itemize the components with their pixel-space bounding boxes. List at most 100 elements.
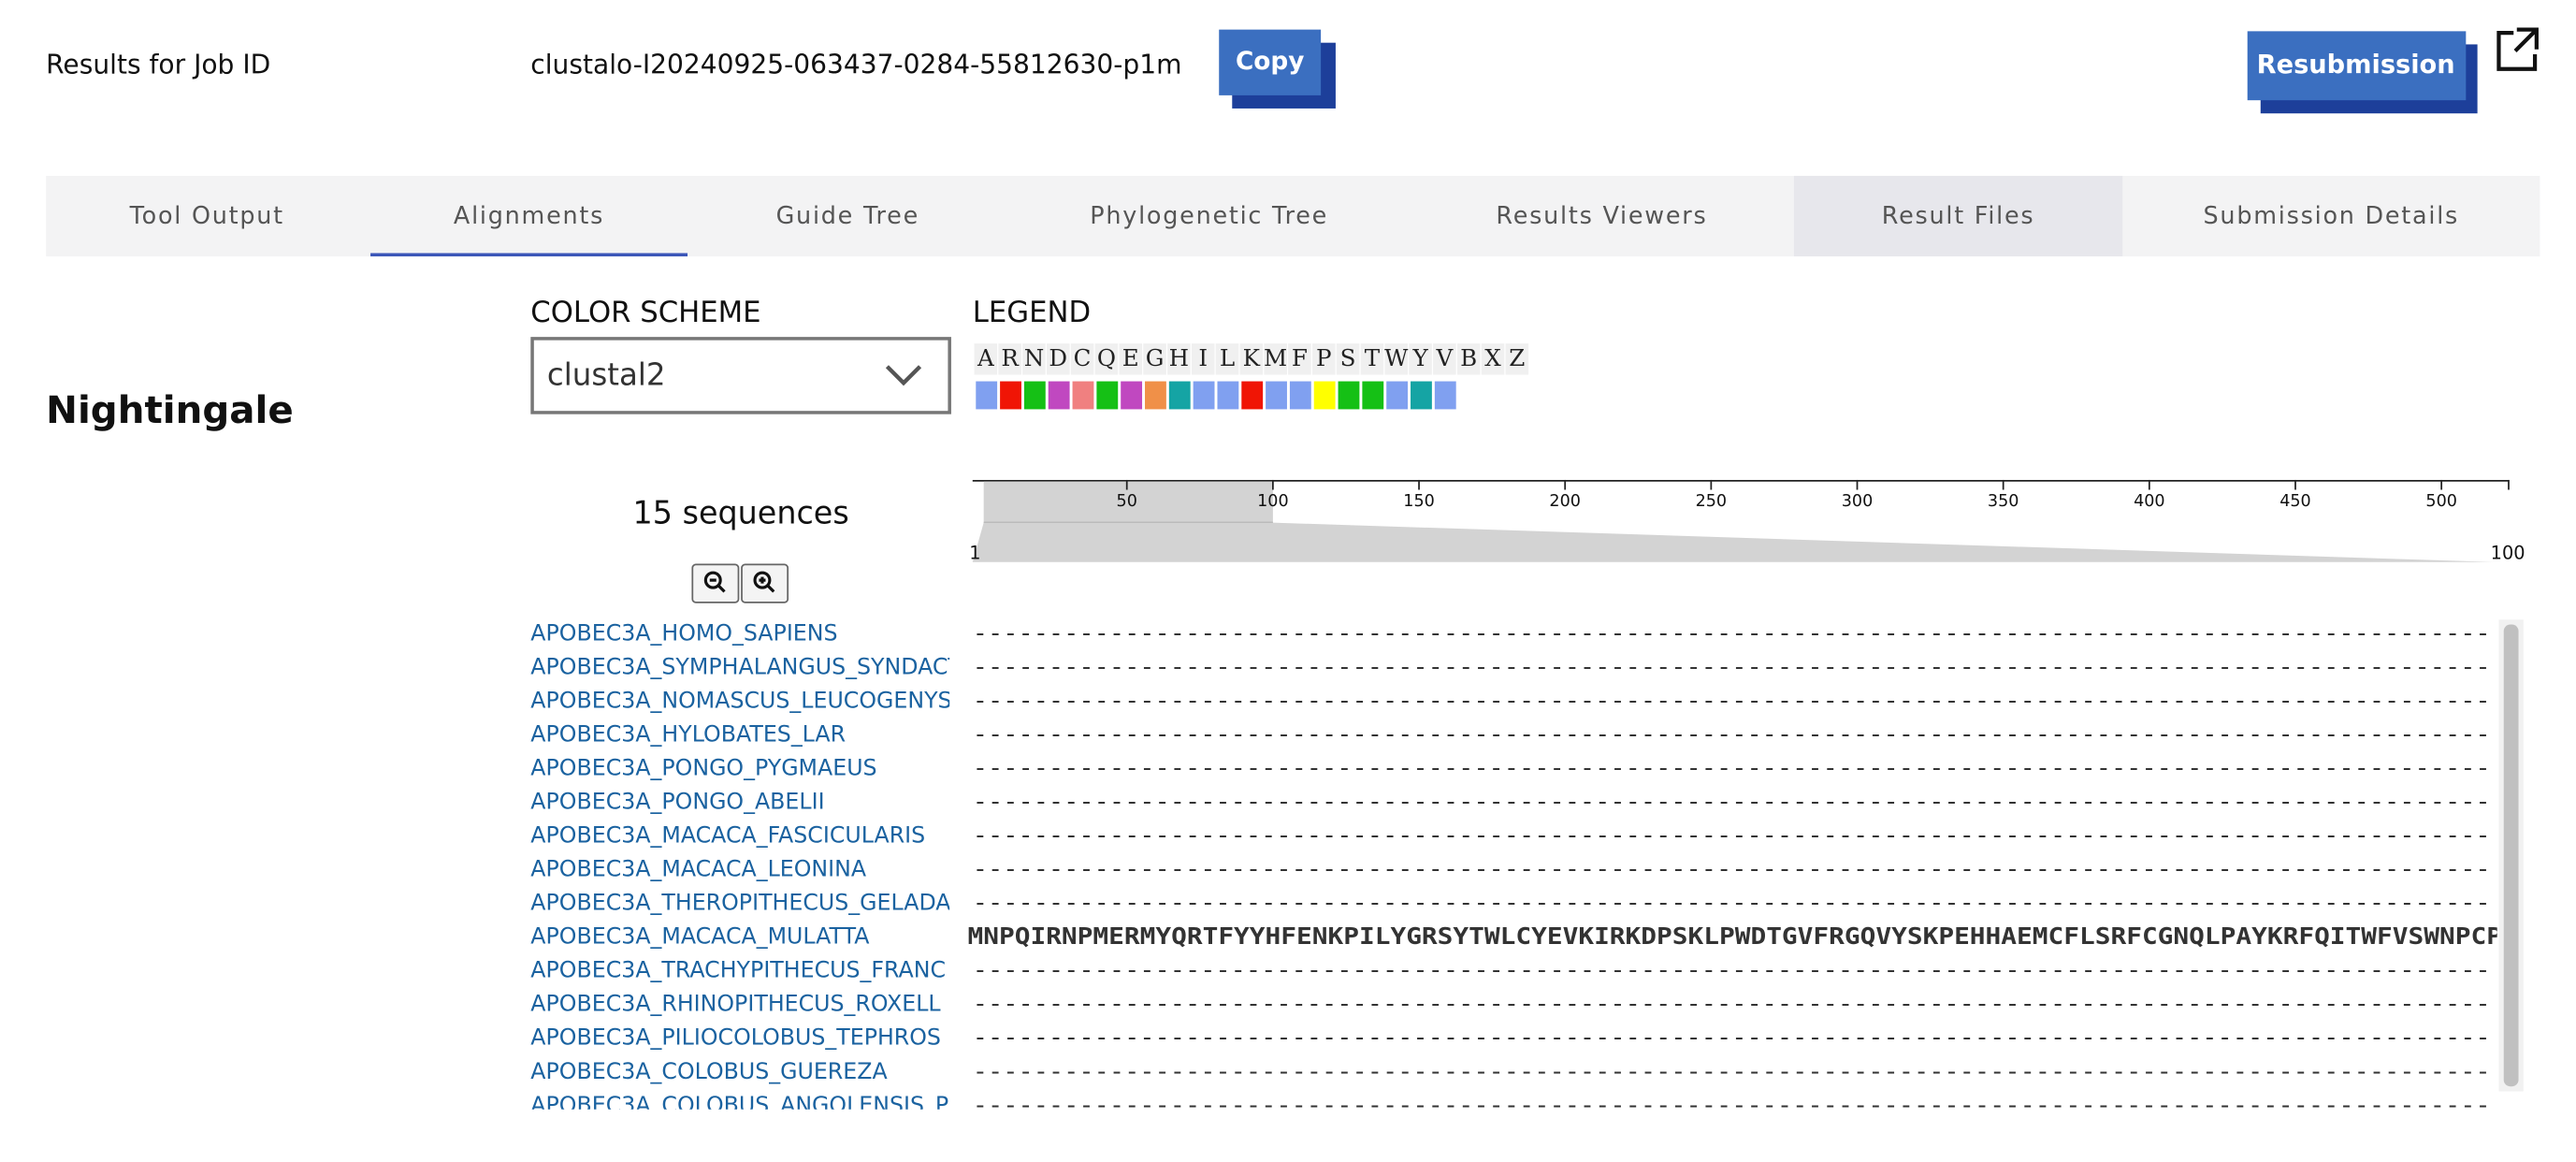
legend-letter: N (1024, 344, 1045, 371)
gap-row: ----------------------------------------… (973, 619, 2491, 646)
legend-label: LEGEND (973, 296, 1091, 329)
color-scheme-select[interactable]: clustal2 (530, 337, 951, 414)
sequence-name[interactable]: APOBEC3A_COLOBUS_GUEREZA (530, 1058, 888, 1084)
sidebar-title: Nightingale (46, 387, 294, 432)
viewport-window (983, 481, 1273, 523)
legend-swatch (1338, 381, 1360, 410)
legend-letter: S (1340, 344, 1356, 371)
legend-swatch (1048, 381, 1070, 410)
zoom-out-button[interactable] (691, 563, 740, 603)
legend-swatch (1289, 381, 1311, 410)
legend-letter-bg (1311, 343, 1336, 375)
legend-letter-bg (1119, 343, 1143, 375)
resubmit-button[interactable]: Resubmission (2247, 31, 2478, 114)
sequence-name[interactable]: APOBEC3A_SYMPHALANGUS_SYNDACT (530, 654, 962, 680)
legend-letter-bg (974, 343, 998, 375)
legend-letter-bg (1264, 343, 1287, 375)
sequence-name[interactable]: APOBEC3A_THEROPITHECUS_GELADA (530, 890, 951, 916)
legend-letter-bg (1215, 343, 1239, 375)
sequence-name[interactable]: APOBEC3A_HOMO_SAPIENS (530, 620, 837, 646)
tab[interactable]: Tool Output (129, 202, 284, 230)
viewport-end-label: 100 (2491, 543, 2525, 564)
legend-letter-bg (1070, 343, 1094, 375)
sequence-row: MNPQIRNPMERMYQRTFYYHFENKPILYGRSYTWLCYEVK… (968, 922, 2502, 950)
legend-swatch (976, 381, 998, 410)
gap-row: ----------------------------------------… (973, 720, 2491, 748)
sequence-name[interactable]: APOBEC3A_MACACA_FASCICULARIS (530, 822, 925, 849)
viewport-start-label: 1 (969, 543, 980, 564)
legend-swatch (1434, 381, 1456, 410)
gap-row: ----------------------------------------… (973, 889, 2491, 916)
tab-underline (370, 253, 688, 257)
legend-swatch (1072, 381, 1094, 410)
ruler-tick-label: 350 (1988, 492, 2019, 511)
legend-swatch (1121, 381, 1143, 410)
color-scheme-label: COLOR SCHEME (530, 296, 760, 329)
gap-row: ----------------------------------------… (973, 990, 2491, 1017)
legend-swatch (1266, 381, 1287, 410)
gap-row: ----------------------------------------… (973, 821, 2491, 849)
legend-swatch (1386, 381, 1409, 410)
legend-letter: L (1220, 344, 1235, 371)
ruler-tick-label: 200 (1549, 492, 1580, 511)
legend-letter: H (1169, 344, 1189, 371)
legend-letter: F (1292, 344, 1308, 371)
legend-swatch (1000, 381, 1021, 410)
legend-letter: Q (1097, 344, 1116, 371)
gap-row: ----------------------------------------… (973, 1091, 2491, 1118)
legend-letter-bg (1143, 343, 1166, 375)
sequence-name[interactable]: APOBEC3A_PILIOCOLOBUS_TEPHROS (530, 1024, 941, 1051)
legend-letter: G (1146, 344, 1165, 371)
tab[interactable]: Guide Tree (776, 202, 919, 230)
legend-letter: W (1384, 344, 1409, 371)
ruler-tick-label: 400 (2134, 492, 2164, 511)
tab[interactable]: Result Files (1793, 175, 2123, 257)
legend-letter-bg (1409, 343, 1432, 375)
gap-row: ----------------------------------------… (973, 956, 2491, 983)
zoom-in-button[interactable] (741, 563, 789, 603)
legend-letter: T (1365, 344, 1381, 371)
sequence-name[interactable]: APOBEC3A_COLOBUS_ANGOLENSIS_P (530, 1092, 948, 1118)
external-link-icon[interactable] (2496, 27, 2539, 71)
sequence-count: 15 sequences (633, 494, 849, 530)
legend-letter: M (1264, 344, 1287, 371)
legend-letter-bg (1360, 343, 1384, 375)
legend-swatch (1193, 381, 1215, 410)
tab[interactable]: Results Viewers (1496, 202, 1707, 230)
sequence-name[interactable]: APOBEC3A_RHINOPITHECUS_ROXELL (530, 991, 941, 1017)
sequence-name[interactable]: APOBEC3A_HYLOBATES_LAR (530, 721, 846, 748)
legend-letter: D (1049, 344, 1067, 371)
legend-letter-bg (1384, 343, 1409, 375)
legend-letter: Y (1411, 344, 1428, 371)
copy-button[interactable]: Copy (1219, 29, 1336, 109)
sequence-name[interactable]: APOBEC3A_MACACA_MULATTA (530, 923, 870, 950)
legend-letter-bg (1456, 343, 1481, 375)
ruler-tick-label: 450 (2279, 492, 2310, 511)
sequence-name[interactable]: APOBEC3A_MACACA_LEONINA (530, 856, 867, 882)
legend-letter: R (1001, 344, 1020, 371)
tab[interactable]: Submission Details (2204, 202, 2460, 230)
legend-swatch (1023, 381, 1046, 410)
tab[interactable]: Phylogenetic Tree (1090, 202, 1328, 230)
legend-swatch (1313, 381, 1336, 410)
tab[interactable]: Alignments (370, 202, 688, 257)
legend-letter-bg (1167, 343, 1191, 375)
gap-row: ----------------------------------------… (973, 754, 2491, 781)
sequence-name[interactable]: APOBEC3A_NOMASCUS_LEUCOGENYS (530, 688, 951, 714)
ruler-tick-label: 300 (1842, 492, 1873, 511)
legend-letter-bg (998, 343, 1021, 375)
ruler-tick-label: 50 (1117, 492, 1137, 511)
gap-row: ----------------------------------------… (973, 653, 2491, 680)
resubmit-label: Resubmission (2257, 51, 2455, 80)
tab-label: Submission Details (2204, 202, 2460, 230)
sequence-name[interactable]: APOBEC3A_TRACHYPITHECUS_FRANC (530, 957, 946, 983)
legend-letter-bg (1191, 343, 1215, 375)
gap-row: ----------------------------------------… (973, 1024, 2491, 1051)
legend-letter-bg (1481, 343, 1505, 375)
scrollbar-thumb[interactable] (2503, 624, 2519, 1087)
legend-swatch (1168, 381, 1191, 410)
sequence-name[interactable]: APOBEC3A_PONGO_PYGMAEUS (530, 755, 876, 781)
sequence-name[interactable]: APOBEC3A_PONGO_ABELII (530, 789, 824, 815)
